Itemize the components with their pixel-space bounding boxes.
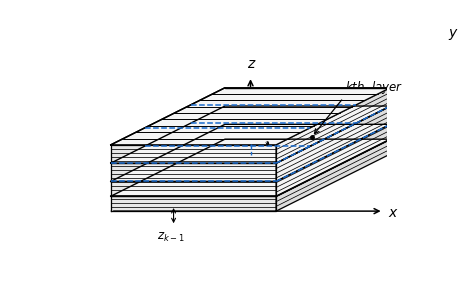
Polygon shape (276, 139, 390, 211)
Text: $h/2$: $h/2$ (293, 166, 311, 179)
Text: $x$: $x$ (388, 206, 399, 220)
Polygon shape (111, 163, 276, 182)
Polygon shape (276, 88, 390, 163)
Text: $y$: $y$ (448, 27, 458, 42)
Polygon shape (111, 124, 390, 182)
Polygon shape (111, 196, 276, 211)
Polygon shape (111, 139, 390, 196)
Polygon shape (111, 182, 276, 196)
Text: $k$th  layer: $k$th layer (345, 79, 403, 96)
Text: $\alpha_k$: $\alpha_k$ (265, 154, 280, 167)
Polygon shape (276, 106, 390, 182)
Polygon shape (276, 124, 390, 196)
Text: $X_1$: $X_1$ (345, 135, 359, 150)
Text: $h/2$: $h/2$ (293, 147, 311, 160)
Polygon shape (111, 106, 390, 163)
Polygon shape (111, 88, 390, 145)
Polygon shape (111, 145, 276, 163)
Text: $z_{k-1}$: $z_{k-1}$ (157, 231, 184, 244)
Text: $z$: $z$ (247, 57, 257, 71)
